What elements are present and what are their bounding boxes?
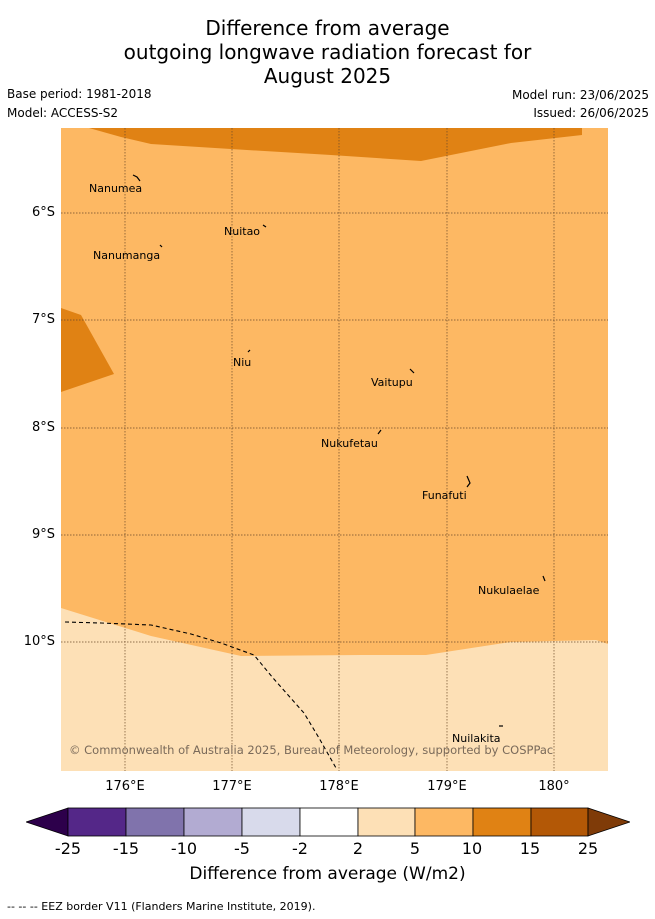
- colorbar-tick-label: -25: [54, 839, 82, 858]
- colorbar-segment: [472, 807, 532, 837]
- place-label-nanumanga: Nanumanga: [93, 249, 160, 262]
- colorbar-tick-label: 10: [461, 839, 483, 858]
- band-2-5-region: [61, 608, 608, 771]
- map: Nanumea Nuitao Nanumanga Niu Vaitupu Nuk…: [61, 128, 608, 771]
- colorbar-segment: [67, 807, 127, 837]
- colorbar-tick-label: -10: [170, 839, 198, 858]
- base-period: Base period: 1981-2018: [7, 87, 152, 101]
- place-label-nukulaelae: Nukulaelae: [478, 584, 540, 597]
- colorbar: [26, 807, 630, 837]
- chart-title-line3: August 2025: [263, 64, 392, 88]
- place-label-funafuti: Funafuti: [422, 489, 467, 502]
- lon-label-178e: 178°E: [319, 779, 359, 794]
- colorbar-tick-label: 2: [352, 839, 364, 858]
- colorbar-segment: [530, 807, 589, 837]
- issued-date: Issued: 26/06/2025: [533, 106, 649, 120]
- model-name: Model: ACCESS-S2: [7, 106, 119, 120]
- band-10-15-region-top: [89, 128, 582, 161]
- chart-title-line1: Difference from average: [205, 16, 450, 40]
- colorbar-tick-label: -15: [112, 839, 140, 858]
- colorbar-tick-label: 15: [519, 839, 541, 858]
- colorbar-tick-label: 25: [577, 839, 599, 858]
- band-10-15-region-left: [61, 308, 114, 392]
- colorbar-tick-label: -2: [292, 839, 308, 858]
- lat-label-7s: 7°S: [31, 312, 55, 327]
- place-label-niu: Niu: [233, 356, 251, 369]
- colorbar-segment: [183, 807, 243, 837]
- lat-label-6s: 6°S: [31, 205, 55, 220]
- place-label-nuilakita: Nuilakita: [452, 732, 501, 745]
- colorbar-tick-label: 5: [409, 839, 421, 858]
- lon-label-176e: 176°E: [105, 779, 145, 794]
- eez-footnote: -- -- -- EEZ border V11 (Flanders Marine…: [7, 900, 316, 913]
- colorbar-title: Difference from average (W/m2): [189, 864, 466, 884]
- island-marks: [132, 174, 546, 727]
- place-label-nanumea: Nanumea: [89, 182, 142, 195]
- copyright-notice: © Commonwealth of Australia 2025, Bureau…: [69, 743, 553, 757]
- lat-label-10s: 10°S: [23, 634, 55, 649]
- lon-label-180: 180°: [538, 779, 570, 794]
- lon-label-179e: 179°E: [427, 779, 467, 794]
- colorbar-extend-high: [587, 807, 630, 837]
- colorbar-segment: [299, 807, 359, 837]
- colorbar-segment: [125, 807, 185, 837]
- colorbar-segment: [241, 807, 301, 837]
- eez-border: [64, 621, 337, 769]
- colorbar-segment: [414, 807, 474, 837]
- lon-label-177e: 177°E: [212, 779, 252, 794]
- lat-label-8s: 8°S: [31, 420, 55, 435]
- colorbar-segment: [357, 807, 416, 837]
- place-label-vaitupu: Vaitupu: [371, 376, 413, 389]
- colorbar-tick-label: -5: [234, 839, 250, 858]
- lat-label-9s: 9°S: [31, 527, 55, 542]
- colorbar-extend-low: [26, 807, 69, 837]
- place-label-nuitao: Nuitao: [224, 225, 260, 238]
- place-label-nukufetau: Nukufetau: [321, 437, 378, 450]
- chart-title-line2: outgoing longwave radiation forecast for: [123, 40, 532, 64]
- graticule: [61, 128, 608, 771]
- model-run: Model run: 23/06/2025: [511, 88, 649, 102]
